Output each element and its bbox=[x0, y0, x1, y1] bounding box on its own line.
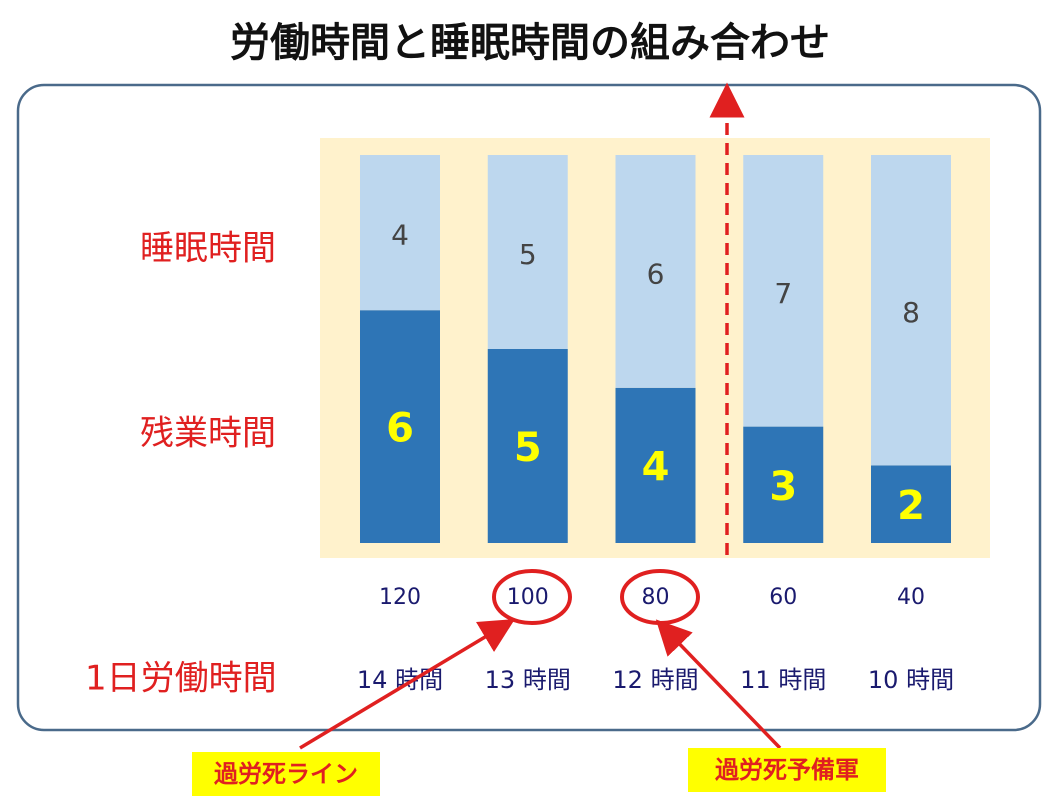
x-tick-label: 60 bbox=[769, 585, 797, 610]
chart-title: 労働時間と睡眠時間の組み合わせ bbox=[230, 20, 830, 66]
value-label: 8 bbox=[902, 296, 920, 329]
value-label: 4 bbox=[642, 444, 670, 490]
value-label: 6 bbox=[647, 257, 665, 290]
x-axis-label: 1日労働時間 bbox=[85, 659, 277, 699]
value-label: 5 bbox=[514, 425, 542, 471]
legend-label: 睡眠時間 bbox=[140, 229, 276, 269]
value-label: 2 bbox=[897, 483, 925, 529]
annotation: 過労死予備軍 bbox=[715, 756, 859, 784]
arrow bbox=[299, 618, 516, 750]
annotation-box bbox=[192, 752, 380, 796]
bar-segment bbox=[360, 310, 440, 543]
annotation: 過労死ライン bbox=[214, 760, 358, 788]
bar-segment bbox=[743, 426, 824, 543]
work-hours-label: 13 時間 bbox=[485, 666, 571, 694]
x-tick-label: 40 bbox=[897, 585, 925, 610]
frame bbox=[16, 83, 1042, 732]
bar-segment bbox=[743, 155, 824, 427]
x-tick-label: 120 bbox=[379, 585, 421, 610]
legend-label: 残業時間 bbox=[140, 414, 276, 454]
value-label: 6 bbox=[386, 406, 414, 452]
value-label: 5 bbox=[519, 238, 537, 271]
bar-segment bbox=[871, 465, 951, 543]
work-hours-label: 11 時間 bbox=[740, 666, 826, 694]
highlight-circle bbox=[492, 569, 572, 625]
bar-segment bbox=[360, 155, 440, 311]
value-label: 4 bbox=[391, 219, 409, 252]
work-hours-label: 10 時間 bbox=[868, 666, 954, 694]
work-hours-label: 12 時間 bbox=[612, 666, 698, 694]
annotation-box bbox=[688, 748, 886, 792]
value-label: 7 bbox=[774, 277, 792, 310]
bar-segment bbox=[487, 155, 568, 349]
value-label: 3 bbox=[769, 464, 797, 510]
bar-segment bbox=[487, 349, 568, 543]
bar-segment bbox=[871, 155, 951, 466]
bar-segment bbox=[615, 387, 696, 543]
arrow bbox=[655, 619, 782, 750]
bar-segment bbox=[615, 155, 696, 388]
x-tick-label: 80 bbox=[642, 585, 670, 610]
x-tick-label: 100 bbox=[507, 585, 549, 610]
